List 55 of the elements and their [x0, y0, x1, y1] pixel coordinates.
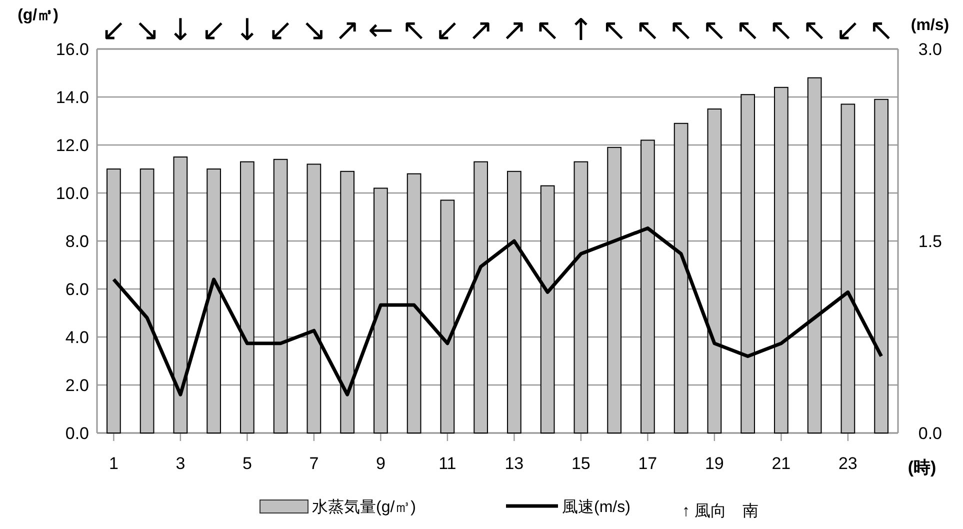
- x-tick-label: 19: [704, 454, 724, 473]
- text: ↖: [868, 13, 894, 48]
- text: ↓: [168, 13, 194, 48]
- y2-tick-label: 0.0: [918, 424, 942, 443]
- text: ↙: [201, 13, 226, 48]
- text: ↖: [668, 13, 694, 48]
- text: ↙: [434, 13, 460, 48]
- y2-axis-title: (m/s): [910, 17, 950, 34]
- text: ↖: [635, 13, 660, 48]
- y-tick-label: 14.0: [56, 88, 89, 107]
- y2-tick-label: 1.5: [918, 232, 942, 251]
- y-tick-label: 10.0: [56, 184, 89, 203]
- y-tick-label: 6.0: [65, 280, 89, 299]
- x-tick-label: 7: [309, 454, 319, 473]
- x-tick-label: 21: [772, 454, 791, 473]
- y-tick-label: 16.0: [56, 40, 89, 59]
- text: ↘: [301, 13, 327, 48]
- legend-label: 風速(m/s): [562, 498, 630, 516]
- text: ↖: [768, 13, 794, 48]
- y-tick-label: 2.0: [65, 376, 89, 395]
- text: ↗: [334, 13, 360, 48]
- x-axis-title: (時): [908, 458, 936, 477]
- text: ↗: [468, 13, 494, 48]
- x-tick-label: 15: [571, 454, 590, 473]
- x-tick-label: 23: [838, 454, 858, 473]
- y-tick-label: 8.0: [65, 232, 89, 251]
- y-axis-title: (g/㎥): [18, 7, 58, 24]
- x-tick-label: 13: [504, 454, 524, 473]
- y2-tick-label: 3.0: [918, 40, 942, 59]
- text: ↓: [234, 13, 260, 48]
- text: ↘: [134, 13, 160, 48]
- legend-label: 水蒸気量(g/㎥): [312, 498, 416, 516]
- y-tick-label: 12.0: [56, 136, 89, 155]
- text: ↖: [702, 13, 728, 48]
- text: ↑: [568, 13, 594, 48]
- x-tick-label: 11: [438, 454, 456, 473]
- x-tick-label: 5: [242, 454, 252, 473]
- text: ↖: [401, 13, 427, 48]
- line-series: [112, 226, 884, 396]
- text: ↗: [502, 13, 527, 48]
- text: ←: [368, 13, 394, 48]
- text: ↖: [534, 13, 560, 48]
- x-tick-label: 1: [108, 454, 118, 473]
- x-tick-label: 9: [376, 454, 386, 473]
- text: ↙: [835, 13, 861, 48]
- x-tick-label: 3: [176, 454, 186, 473]
- text: ↙: [268, 13, 294, 48]
- text: ↖: [735, 13, 760, 48]
- x-tick-label: 17: [638, 454, 658, 473]
- y-tick-label: 0.0: [65, 424, 89, 443]
- text: ↖: [802, 13, 828, 48]
- text: ↙: [101, 13, 126, 48]
- text: ↖: [602, 13, 627, 48]
- y-tick-label: 4.0: [65, 328, 89, 347]
- text: ↑ 風向 南: [682, 502, 758, 520]
